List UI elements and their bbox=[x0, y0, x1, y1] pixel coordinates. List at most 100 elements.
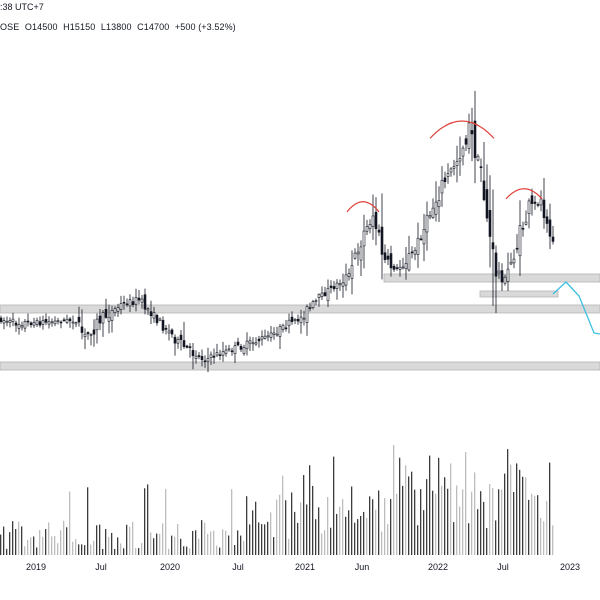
volume-bar bbox=[111, 532, 113, 555]
volume-bar bbox=[120, 543, 122, 555]
candle-body bbox=[89, 334, 93, 336]
volume-bar bbox=[36, 547, 38, 555]
candle-body bbox=[185, 345, 189, 348]
volume-bar bbox=[249, 524, 251, 555]
candle-body bbox=[38, 321, 42, 326]
volume-bar bbox=[336, 513, 338, 555]
projection-path bbox=[552, 281, 600, 335]
candle-body bbox=[407, 253, 411, 271]
candle-body bbox=[419, 238, 423, 241]
volume-bar bbox=[309, 465, 311, 555]
candle-body bbox=[131, 301, 135, 306]
candle-body bbox=[509, 261, 513, 265]
candle-body bbox=[266, 335, 270, 338]
candle-body bbox=[158, 318, 162, 321]
volume-bar bbox=[450, 463, 452, 555]
volume-bar bbox=[504, 473, 506, 555]
candle-body bbox=[194, 355, 198, 359]
candle-body bbox=[395, 267, 399, 269]
volume-bar bbox=[423, 510, 425, 555]
candle-body bbox=[428, 215, 432, 218]
candle-body bbox=[416, 237, 420, 255]
volume-bar bbox=[90, 544, 92, 555]
candle-body bbox=[8, 320, 12, 323]
volume-bar bbox=[189, 548, 191, 555]
volume-bar bbox=[540, 517, 542, 555]
candle-body bbox=[128, 299, 132, 307]
volume-bar bbox=[390, 499, 392, 555]
volume-bar bbox=[156, 533, 158, 555]
candle-body bbox=[77, 316, 81, 323]
volume-bar bbox=[372, 499, 374, 555]
candle-body bbox=[479, 166, 483, 168]
candle-body bbox=[323, 292, 327, 296]
candle-body bbox=[518, 225, 522, 257]
volume-bar bbox=[162, 523, 164, 555]
candle-body bbox=[353, 252, 357, 259]
candle-body bbox=[374, 211, 378, 230]
candle-body bbox=[116, 307, 120, 312]
volume-bar bbox=[24, 546, 26, 555]
volume-bar bbox=[327, 497, 329, 555]
candle-body bbox=[0, 317, 3, 322]
volume-bar bbox=[255, 501, 257, 555]
price-zone-2 bbox=[0, 304, 600, 314]
volume-bar bbox=[48, 522, 50, 555]
volume-bar bbox=[288, 538, 290, 555]
volume-bar bbox=[51, 536, 53, 555]
candle-body bbox=[449, 168, 453, 173]
volume-bar bbox=[21, 526, 23, 555]
candle-body bbox=[143, 294, 147, 310]
volume-bar bbox=[204, 522, 206, 555]
candle-body bbox=[401, 266, 405, 269]
candle-body bbox=[440, 180, 444, 194]
volume-bar bbox=[9, 532, 11, 555]
candle-body bbox=[542, 199, 546, 219]
candle-body bbox=[431, 207, 435, 218]
volume-bar bbox=[216, 545, 218, 555]
candle-body bbox=[14, 322, 18, 326]
legend-low: L13800 bbox=[100, 22, 132, 32]
volume-bar bbox=[264, 524, 266, 555]
candle-body bbox=[413, 250, 417, 255]
candle-body bbox=[68, 318, 72, 322]
candle-body bbox=[392, 265, 396, 270]
candle-body bbox=[497, 270, 501, 274]
candle-body bbox=[482, 180, 486, 201]
candle-body bbox=[491, 242, 495, 250]
volume-bar bbox=[453, 522, 455, 555]
candle-body bbox=[170, 329, 174, 335]
candle-body bbox=[506, 268, 510, 282]
volume-bar bbox=[84, 545, 86, 555]
volume-series bbox=[0, 445, 554, 555]
candle-body bbox=[17, 324, 21, 329]
candle-body bbox=[134, 297, 138, 305]
volume-bar bbox=[276, 499, 278, 555]
candle-body bbox=[488, 210, 492, 237]
volume-bar bbox=[459, 506, 461, 555]
volume-bar bbox=[291, 492, 293, 555]
volume-bar bbox=[3, 526, 5, 555]
candle-body bbox=[227, 348, 231, 351]
volume-bar bbox=[270, 512, 272, 555]
volume-bar bbox=[0, 534, 2, 555]
candle-body bbox=[215, 352, 219, 356]
candle-body bbox=[281, 324, 285, 330]
volume-bar bbox=[537, 495, 539, 555]
candle-body bbox=[539, 198, 543, 206]
volume-bar bbox=[81, 544, 83, 555]
volume-bar bbox=[96, 525, 98, 555]
volume-bar bbox=[195, 530, 197, 555]
volume-bar bbox=[363, 511, 365, 555]
volume-bar bbox=[531, 493, 533, 555]
time-axis[interactable]: 2019 Jul 2020 Jul 2021 Jun 2022 Jul 2023 bbox=[26, 562, 580, 572]
candle-body bbox=[242, 347, 246, 354]
candle-body bbox=[308, 307, 312, 309]
candle-body bbox=[206, 358, 210, 362]
volume-bar bbox=[129, 526, 131, 555]
volume-bar bbox=[312, 485, 314, 555]
candle-body bbox=[533, 201, 537, 204]
candle-body bbox=[446, 173, 450, 177]
volume-bar bbox=[432, 490, 434, 555]
